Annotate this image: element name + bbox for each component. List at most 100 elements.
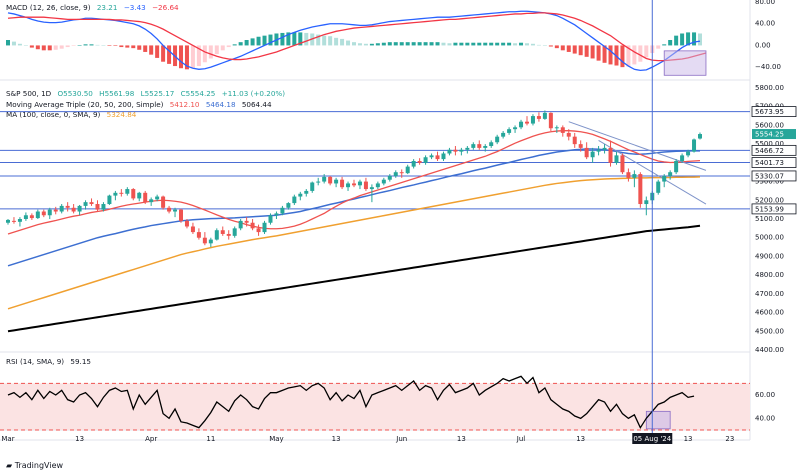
ma100-line — [7, 176, 701, 310]
symbol-label[interactable]: S&P 500, 1D — [6, 89, 52, 98]
macd-histogram-bar — [95, 44, 100, 46]
candle-body — [196, 232, 201, 238]
macd-histogram-bar — [560, 45, 565, 51]
macd-histogram-bar — [137, 45, 142, 50]
candle-body — [608, 147, 613, 163]
candle-body — [363, 181, 368, 190]
candle-body — [65, 205, 70, 208]
candle-body — [638, 174, 643, 205]
macd-histogram-bar — [435, 42, 440, 46]
candle-body — [143, 192, 148, 203]
candle-body — [190, 226, 195, 233]
macd-histogram-bar — [119, 45, 124, 48]
ma-value-1: 5324.84 — [106, 110, 137, 119]
candle-body — [423, 157, 428, 163]
macd-histogram-bar — [417, 42, 422, 46]
candle-body — [620, 155, 625, 173]
ohlc-change: +11.03 (+0.20%) — [221, 89, 286, 98]
price-y-tick: 4800.00 — [755, 271, 784, 279]
candle-body — [399, 172, 404, 174]
level-label: 5153.99 — [755, 205, 784, 213]
rsi-value-1: 59.15 — [70, 357, 91, 366]
macd-histogram-bar — [453, 42, 458, 46]
macd-y-tick: 80.00 — [755, 0, 775, 6]
candle-body — [453, 149, 458, 152]
macd-histogram-bar — [334, 37, 339, 46]
x-axis-tick: 13 — [576, 435, 585, 443]
price-y-tick: 4500.00 — [755, 327, 784, 335]
mat-label[interactable]: Moving Average Triple (20, 50, 200, Simp… — [6, 100, 164, 109]
macd-histogram-bar — [662, 44, 667, 46]
price-y-tick: 5800.00 — [755, 84, 784, 92]
candle-body — [89, 202, 94, 205]
candle-body — [614, 155, 619, 163]
macd-histogram-bar — [292, 32, 297, 46]
candle-body — [256, 228, 261, 233]
macd-histogram-bar — [304, 32, 309, 46]
candle-body — [686, 151, 691, 156]
candle-body — [459, 149, 464, 152]
mat-value-1: 5412.10 — [169, 100, 200, 109]
tradingview-logo[interactable]: ▰ TradingView — [6, 461, 63, 470]
candle-body — [220, 230, 225, 234]
price-y-tick: 4900.00 — [755, 252, 784, 260]
macd-histogram-bar — [262, 35, 267, 46]
level-label-box — [751, 106, 797, 117]
macd-histogram-bar — [381, 42, 386, 46]
candle-body — [596, 149, 601, 152]
candle-body — [560, 127, 565, 133]
macd-histogram-bar — [447, 43, 452, 46]
candle-body — [6, 219, 10, 223]
macd-histogram-bar — [530, 43, 535, 46]
ma-label[interactable]: MA (100, close, 0, SMA, 9) — [6, 110, 101, 119]
macd-histogram-bar — [268, 34, 273, 46]
macd-histogram-bar — [298, 32, 303, 46]
macd-histogram-bar — [256, 36, 261, 46]
candle-body — [644, 200, 649, 205]
price-y-tick: 5100.00 — [755, 215, 784, 223]
macd-histogram-bar — [471, 42, 476, 46]
candle-body — [238, 220, 243, 229]
macd-histogram-bar — [167, 45, 172, 64]
macd-histogram-bar — [483, 42, 488, 46]
macd-histogram-bar — [71, 45, 76, 46]
macd-histogram-bar — [369, 43, 374, 46]
candle-body — [572, 136, 577, 145]
candle-body — [590, 151, 595, 158]
macd-histogram-bar — [644, 45, 649, 58]
candle-body — [71, 207, 76, 212]
rsi-label[interactable]: RSI (14, SMA, 9) — [6, 357, 65, 366]
macd-histogram-bar — [536, 44, 541, 46]
candle-body — [411, 160, 416, 167]
macd-histogram-bar — [459, 42, 464, 46]
candle-body — [310, 182, 315, 191]
macd-histogram-bar — [17, 43, 22, 46]
candle-body — [113, 192, 118, 196]
price-y-tick: 5000.00 — [755, 234, 784, 242]
candle-body — [41, 211, 46, 216]
candle-body — [184, 220, 189, 227]
candle-body — [149, 199, 154, 203]
macd-histogram-bar — [47, 45, 52, 51]
candle-body — [250, 222, 255, 229]
price-y-tick: 4400.00 — [755, 346, 784, 354]
candle-body — [292, 196, 297, 204]
macd-histogram-bar — [184, 45, 189, 70]
candle-body — [435, 155, 440, 160]
candle-body — [602, 147, 607, 150]
macd-histogram-bar — [59, 45, 64, 49]
macd-histogram-bar — [89, 44, 94, 46]
tv-logo-icon: ▰ — [6, 461, 13, 470]
macd-histogram-bar — [23, 45, 28, 46]
current-price-label-box — [752, 129, 796, 140]
macd-histogram-bar — [179, 45, 183, 69]
candle-body — [584, 147, 589, 158]
macd-histogram-bar — [352, 42, 356, 46]
macd-histogram-bar — [405, 42, 410, 46]
candle-body — [167, 207, 172, 212]
macd-histogram-bar — [226, 45, 231, 48]
candle-body — [304, 190, 309, 194]
candle-body — [47, 209, 52, 216]
macd-value-1: 23.21 — [96, 3, 118, 12]
